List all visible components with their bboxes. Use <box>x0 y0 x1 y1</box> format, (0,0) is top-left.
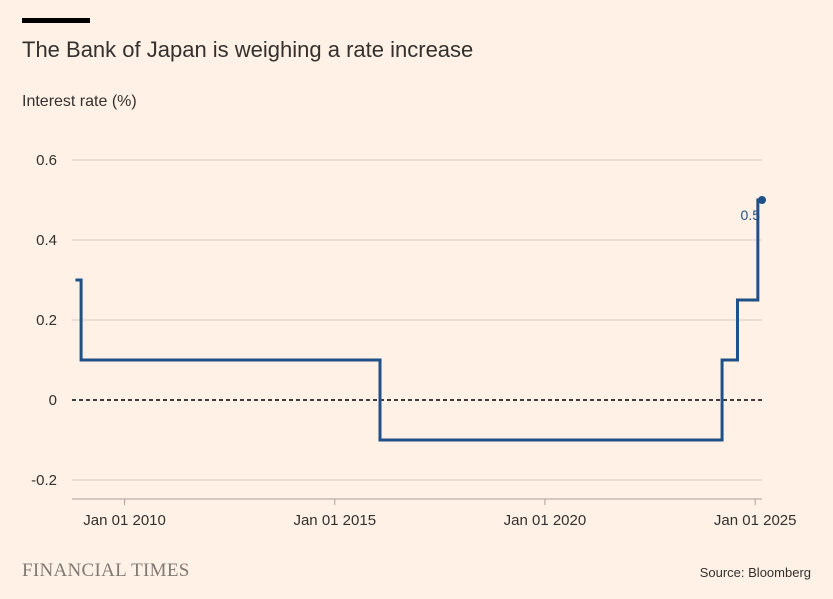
x-tick-label: Jan 01 2020 <box>504 512 587 529</box>
ft-logo: FINANCIAL TIMES <box>22 560 190 581</box>
y-tick-label: 0.2 <box>36 312 57 329</box>
y-axis-title: Interest rate (%) <box>22 93 137 110</box>
y-tick-label: 0 <box>49 392 57 409</box>
y-tick-label: 0.4 <box>36 232 57 249</box>
y-tick-label: -0.2 <box>31 472 57 489</box>
source-note: Source: Bloomberg <box>699 565 811 580</box>
end-point-marker <box>758 196 766 204</box>
x-tick-label: Jan 01 2025 <box>714 512 797 529</box>
chart-title: The Bank of Japan is weighing a rate inc… <box>22 37 474 62</box>
series-line <box>75 198 762 442</box>
top-accent-bar <box>22 18 90 23</box>
x-tick-label: Jan 01 2010 <box>83 512 166 529</box>
x-tick-label: Jan 01 2015 <box>293 512 376 529</box>
end-value-label: 0.5 <box>741 207 761 223</box>
y-tick-label: 0.6 <box>36 152 57 169</box>
